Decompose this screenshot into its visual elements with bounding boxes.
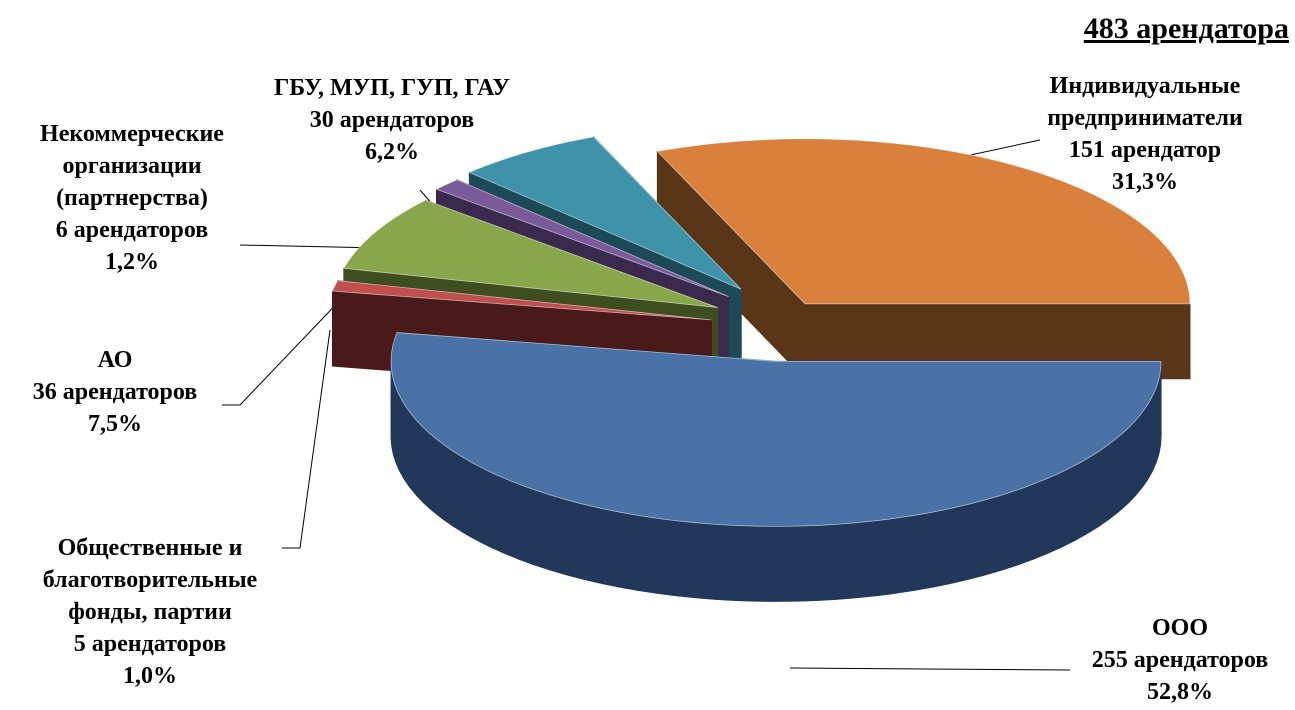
percent-label: 31,3% [1112,169,1178,195]
percent-label: 1,0% [123,663,177,689]
category-label: ООО [1151,615,1208,641]
slice-label: ГБУ, МУП, ГУП, ГАУ 30 арендаторов 6,2% [272,72,512,168]
percent-label: 6,2% [365,139,419,165]
category-label: АО [97,347,133,373]
leader-line [282,329,331,549]
leader-line [222,294,346,406]
slice-top [468,136,742,290]
slice-top [656,138,1191,305]
category-label: Индивидуальные предприниматели [1047,73,1243,131]
percent-label: 7,5% [88,411,142,437]
value-label: 255 арендаторов [1091,647,1269,673]
category-label: Некоммерческие организации (партнерства) [40,121,224,211]
percent-label: 52,8% [1147,679,1213,705]
slice-label: ООО 255 арендаторов 52,8% [1050,612,1295,708]
category-label: ГБУ, МУП, ГУП, ГАУ [274,75,510,101]
slice-top [390,332,1162,527]
category-label: Общественные и благотворительные фонды, … [42,535,258,625]
leader-line [789,667,1071,671]
value-label: 30 арендаторов [309,107,475,133]
slice-label: Индивидуальные предприниматели 151 аренда… [1005,70,1285,198]
value-label: 5 арендаторов [73,631,227,657]
slice-top [331,280,712,321]
slice-label: АО 36 арендаторов 7,5% [0,344,230,440]
value-label: 6 арендаторов [55,217,209,243]
chart-title: 483 арендатора [1083,12,1289,45]
slice-label: Общественные и благотворительные фонды, … [10,532,290,692]
leader-line [239,244,381,249]
slice-top [435,179,729,298]
slice-top [343,199,718,308]
value-label: 151 арендатор [1068,137,1222,163]
value-label: 36 арендаторов [32,379,198,405]
slice-label: Некоммерческие организации (партнерства)… [2,118,262,278]
percent-label: 1,2% [105,249,159,275]
